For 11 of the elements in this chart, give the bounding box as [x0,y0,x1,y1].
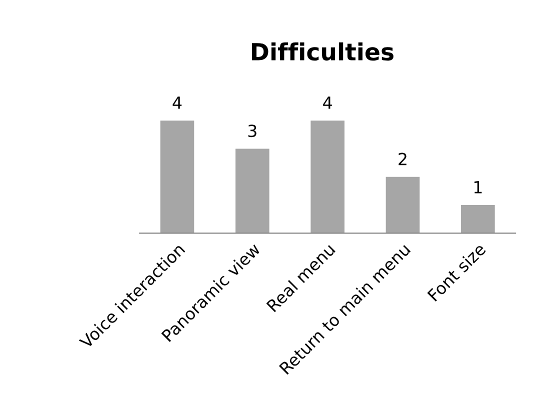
bar [160,120,194,234]
data-label: 4 [323,96,332,109]
data-label: 4 [172,96,182,109]
chart-title: Difficulties [252,42,394,61]
data-label: 3 [248,124,256,138]
bar [235,148,270,234]
bar [310,120,344,234]
bar [386,176,420,234]
bar [461,205,495,234]
data-label: 2 [398,152,406,166]
data-label: 1 [474,181,482,194]
